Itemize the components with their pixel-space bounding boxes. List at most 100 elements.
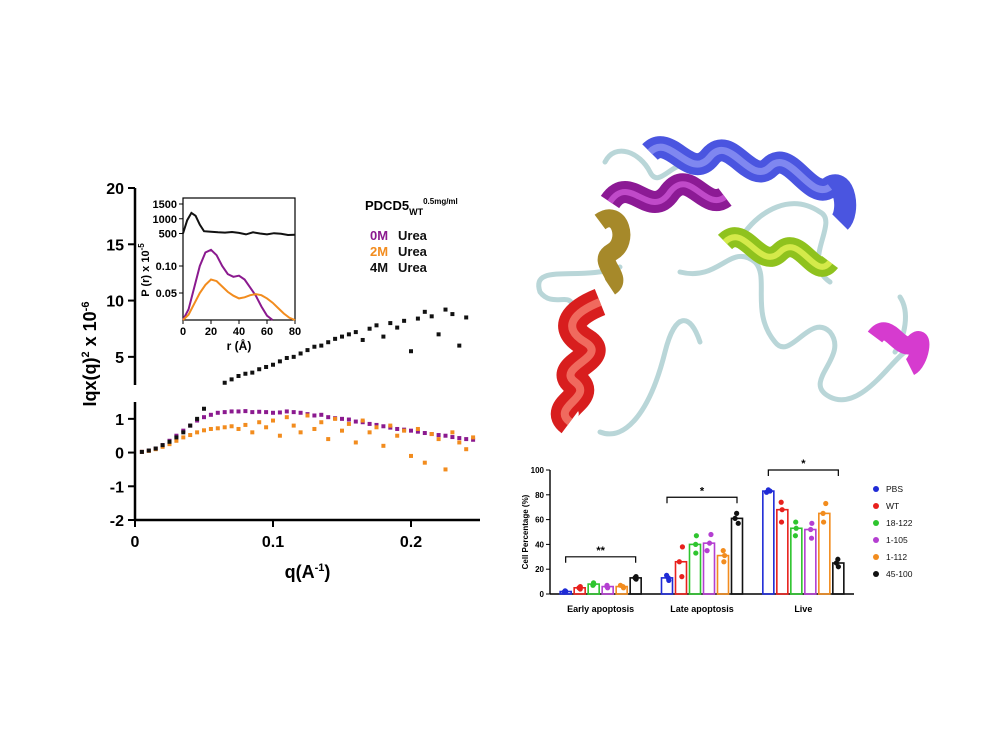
inset-x-axis-label: r (Å) bbox=[227, 338, 252, 353]
data-point-18-122 bbox=[793, 519, 798, 524]
legend-marker-PBS bbox=[873, 486, 879, 492]
helix-olive bbox=[600, 218, 621, 287]
data-point-2M bbox=[340, 429, 344, 433]
apoptosis-bar-chart: 020406080100Cell Percentage (%)Early apo… bbox=[498, 452, 938, 632]
data-point-WT bbox=[780, 507, 785, 512]
data-point-4M bbox=[395, 326, 399, 330]
data-point-4M bbox=[326, 340, 330, 344]
data-point-1-112 bbox=[618, 583, 623, 588]
data-point-2M bbox=[388, 424, 392, 428]
data-point-0M bbox=[437, 433, 441, 437]
inset-y-tick-label: 500 bbox=[159, 229, 177, 241]
data-point-4M bbox=[168, 440, 172, 444]
data-point-4M bbox=[154, 447, 158, 451]
data-point-2M bbox=[271, 419, 275, 423]
data-point-4M bbox=[292, 355, 296, 359]
data-point-2M bbox=[402, 429, 406, 433]
data-point-2M bbox=[278, 434, 282, 438]
data-point-4M bbox=[464, 315, 468, 319]
data-point-18-122 bbox=[693, 542, 698, 547]
data-point-1-105 bbox=[704, 548, 709, 553]
data-point-0M bbox=[347, 418, 351, 422]
data-point-1-105 bbox=[809, 521, 814, 526]
y-tick-label: 40 bbox=[535, 540, 544, 549]
data-point-18-122 bbox=[793, 533, 798, 538]
category-label: Early apoptosis bbox=[567, 604, 634, 614]
data-point-4M bbox=[402, 319, 406, 323]
inset-x-tick-label: 80 bbox=[289, 326, 301, 338]
data-point-2M bbox=[354, 440, 358, 444]
data-point-1-112 bbox=[823, 501, 828, 506]
category-label: Late apoptosis bbox=[670, 604, 734, 614]
legend-unit: Urea bbox=[398, 244, 428, 259]
bar-PBS bbox=[763, 491, 774, 594]
data-point-4M bbox=[188, 424, 192, 428]
inset-y-axis-label: P (r) x 10-5 bbox=[137, 243, 152, 297]
data-point-0M bbox=[368, 422, 372, 426]
helix-red bbox=[565, 302, 600, 422]
loop-coil bbox=[600, 321, 700, 434]
data-point-1-112 bbox=[721, 548, 726, 553]
y-tick-label: 1 bbox=[115, 412, 124, 429]
data-point-4M bbox=[347, 332, 351, 336]
data-point-4M bbox=[437, 332, 441, 336]
data-point-PBS bbox=[766, 487, 771, 492]
legend-marker-45-100 bbox=[873, 571, 879, 577]
data-point-2M bbox=[471, 435, 475, 439]
inset-x-tick-label: 60 bbox=[261, 326, 273, 338]
data-point-0M bbox=[250, 410, 254, 414]
inset-y-tick-label: 1000 bbox=[153, 214, 177, 226]
y-tick-label: 60 bbox=[535, 516, 544, 525]
y-tick-label: 0 bbox=[115, 446, 124, 463]
data-point-0M bbox=[223, 410, 227, 414]
legend-label-4M: 4M bbox=[370, 260, 388, 275]
inset-y-tick-label: 0.10 bbox=[156, 261, 177, 273]
legend-marker-18-122 bbox=[873, 520, 879, 526]
data-point-4M bbox=[140, 450, 144, 454]
y-tick-label: 0 bbox=[540, 590, 545, 599]
data-point-2M bbox=[257, 420, 261, 424]
data-point-4M bbox=[278, 359, 282, 363]
data-point-2M bbox=[450, 430, 454, 434]
data-point-4M bbox=[333, 337, 337, 341]
data-point-0M bbox=[278, 410, 282, 414]
significance-bracket bbox=[768, 470, 838, 476]
inset-x-tick-label: 40 bbox=[233, 326, 245, 338]
data-point-4M bbox=[264, 365, 268, 369]
data-point-4M bbox=[312, 345, 316, 349]
data-point-WT bbox=[779, 500, 784, 505]
data-point-4M bbox=[423, 310, 427, 314]
data-point-4M bbox=[430, 314, 434, 318]
y-tick-label: 5 bbox=[115, 350, 124, 367]
data-point-4M bbox=[161, 443, 165, 447]
inset-x-tick-label: 0 bbox=[180, 326, 186, 338]
data-point-WT bbox=[679, 574, 684, 579]
data-point-1-105 bbox=[809, 536, 814, 541]
helix-purple bbox=[610, 184, 725, 202]
x-tick-label: 0.2 bbox=[400, 534, 422, 551]
data-point-2M bbox=[409, 454, 413, 458]
x-axis-label: q(A-1) bbox=[285, 562, 331, 582]
data-point-45-100 bbox=[633, 574, 638, 579]
data-point-0M bbox=[381, 424, 385, 428]
y-axis-label: Cell Percentage (%) bbox=[521, 494, 530, 569]
legend-label: 18-122 bbox=[886, 518, 913, 528]
data-point-2M bbox=[223, 425, 227, 429]
chart-title: PDCD5WT0.5mg/ml bbox=[365, 197, 458, 217]
data-point-2M bbox=[347, 422, 351, 426]
data-point-2M bbox=[416, 427, 420, 431]
data-point-2M bbox=[312, 427, 316, 431]
data-point-1-112 bbox=[722, 553, 727, 558]
data-point-2M bbox=[264, 425, 268, 429]
data-point-0M bbox=[354, 420, 358, 424]
data-point-0M bbox=[237, 409, 241, 413]
data-point-2M bbox=[395, 434, 399, 438]
data-point-4M bbox=[299, 351, 303, 355]
data-point-4M bbox=[409, 349, 413, 353]
significance-bracket bbox=[566, 557, 636, 563]
data-point-45-100 bbox=[835, 557, 840, 562]
data-point-45-100 bbox=[734, 511, 739, 516]
bar-1-112 bbox=[819, 513, 830, 594]
data-point-4M bbox=[361, 338, 365, 342]
data-point-2M bbox=[464, 447, 468, 451]
